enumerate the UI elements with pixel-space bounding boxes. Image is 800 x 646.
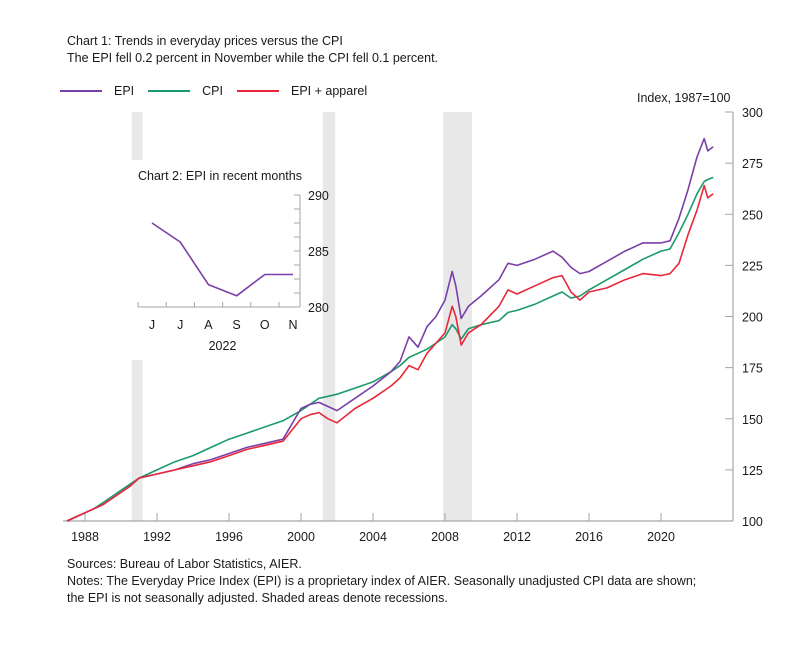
y-tick-label: 175 bbox=[742, 362, 763, 376]
y-tick-label: 275 bbox=[742, 157, 763, 171]
y-tick-label: 150 bbox=[742, 413, 763, 427]
inset-background bbox=[130, 160, 320, 360]
inset-x-tick-label: A bbox=[204, 318, 213, 332]
x-tick-label: 2004 bbox=[359, 530, 387, 544]
inset-x-axis-label: 2022 bbox=[209, 339, 237, 353]
legend-swatch-cpi bbox=[148, 90, 191, 92]
inset-x-tick-label: J bbox=[177, 318, 183, 332]
main-series-lines bbox=[66, 137, 714, 522]
x-tick-label: 2000 bbox=[287, 530, 315, 544]
x-tick-label: 1988 bbox=[71, 530, 99, 544]
recession-band-1 bbox=[322, 112, 336, 521]
footer: Sources: Bureau of Labor Statistics, AIE… bbox=[67, 556, 696, 607]
y-tick-label: 225 bbox=[742, 259, 763, 273]
legend-item-epi-apparel: EPI + apparel bbox=[237, 84, 367, 98]
inset-x-tick-label: J bbox=[149, 318, 155, 332]
inset-y-tick-label: 280 bbox=[308, 301, 329, 315]
notes-line-1: Notes: The Everyday Price Index (EPI) is… bbox=[67, 574, 697, 588]
sources-note: Sources: Bureau of Labor Statistics, AIE… bbox=[67, 557, 302, 571]
chart-title: Chart 1: Trends in everyday prices versu… bbox=[67, 34, 343, 48]
inset-series-line-epi bbox=[151, 222, 293, 297]
inset-y-tick-label: 290 bbox=[308, 189, 329, 203]
chart-subtitle: The EPI fell 0.2 percent in November whi… bbox=[67, 51, 439, 65]
recession-band-2 bbox=[443, 112, 472, 521]
y-tick-label: 100 bbox=[742, 515, 763, 529]
x-tick-label: 2008 bbox=[431, 530, 459, 544]
inset-title: Chart 2: EPI in recent months bbox=[138, 169, 302, 183]
inset-x-tick-label: N bbox=[288, 318, 297, 332]
y-tick-label: 300 bbox=[742, 106, 763, 120]
main-axes: 1988 1992 1996 2000 2004 2008 2012 2016 2020 100 1… bbox=[63, 106, 763, 544]
inset-chart: Chart 2: EPI in recent months 280 285 290 J J… bbox=[130, 160, 329, 360]
series-line-cpi bbox=[66, 176, 714, 522]
y-axis-unit-label: Index, 1987=100 bbox=[637, 91, 731, 105]
legend-label-epi: EPI bbox=[114, 84, 135, 98]
x-tick-label: 2016 bbox=[575, 530, 603, 544]
x-tick-label: 1996 bbox=[215, 530, 243, 544]
x-tick-label: 2012 bbox=[503, 530, 531, 544]
inset-y-tick-label: 285 bbox=[308, 245, 329, 259]
legend-swatch-epi-apparel bbox=[237, 90, 279, 92]
x-tick-label: 2020 bbox=[647, 530, 675, 544]
x-tick-label: 1992 bbox=[143, 530, 171, 544]
legend-swatch-epi bbox=[60, 90, 102, 92]
notes-line-2: the EPI is not seasonally adjusted. Shad… bbox=[67, 591, 448, 605]
legend-label-cpi: CPI bbox=[202, 84, 223, 98]
legend-item-epi: EPI bbox=[60, 84, 134, 98]
y-tick-label: 200 bbox=[742, 311, 763, 325]
y-tick-label: 125 bbox=[742, 464, 763, 478]
y-tick-label: 250 bbox=[742, 208, 763, 222]
inset-x-tick-label: S bbox=[232, 318, 240, 332]
series-line-epi-apparel bbox=[66, 184, 714, 522]
legend-label-epi-apparel: EPI + apparel bbox=[291, 84, 368, 98]
legend-item-cpi: CPI bbox=[148, 84, 223, 98]
inset-x-tick-label: O bbox=[260, 318, 270, 332]
legend: EPI CPI EPI + apparel bbox=[60, 84, 381, 98]
